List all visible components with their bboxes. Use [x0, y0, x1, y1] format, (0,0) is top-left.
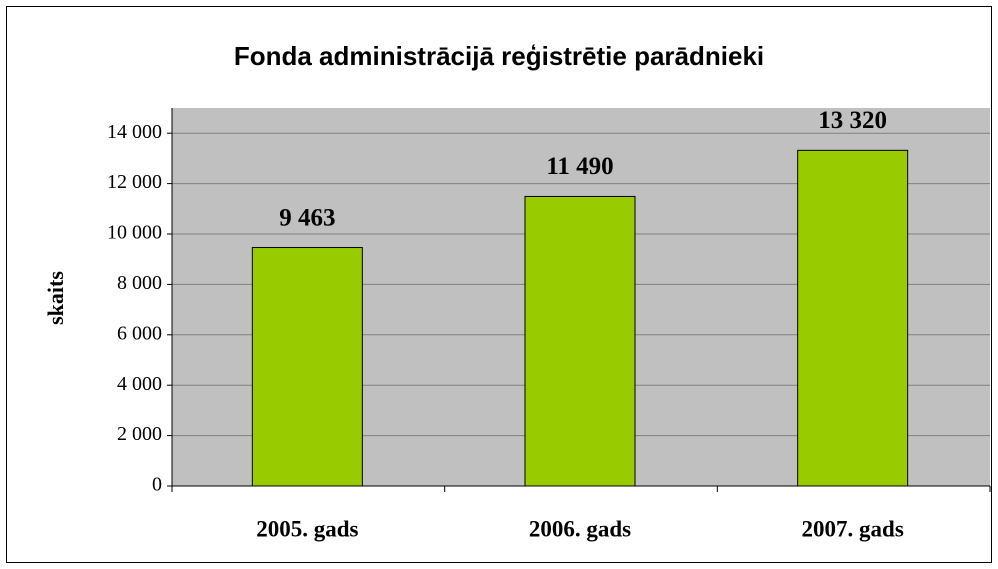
value-label: 9 463	[279, 204, 335, 231]
y-tick-label: 6 000	[117, 322, 162, 344]
value-label: 13 320	[818, 107, 887, 134]
y-axis-label: skaits	[43, 271, 68, 325]
bar	[524, 195, 636, 487]
bar	[797, 149, 909, 487]
bar	[251, 247, 363, 487]
x-tick-label: 2006. gads	[529, 516, 631, 541]
y-tick-label: 14 000	[107, 121, 162, 143]
value-label: 11 490	[546, 153, 613, 180]
chart-title: Fonda administrācijā reģistrētie parādni…	[234, 41, 764, 71]
y-tick-label: 0	[152, 474, 162, 496]
y-tick-label: 4 000	[117, 373, 162, 395]
y-tick-label: 12 000	[107, 171, 162, 193]
y-tick-label: 2 000	[117, 423, 162, 445]
x-tick-label: 2005. gads	[256, 516, 358, 541]
x-tick-label: 2007. gads	[802, 516, 904, 541]
y-tick-label: 8 000	[117, 272, 162, 294]
y-tick-label: 10 000	[107, 222, 162, 244]
